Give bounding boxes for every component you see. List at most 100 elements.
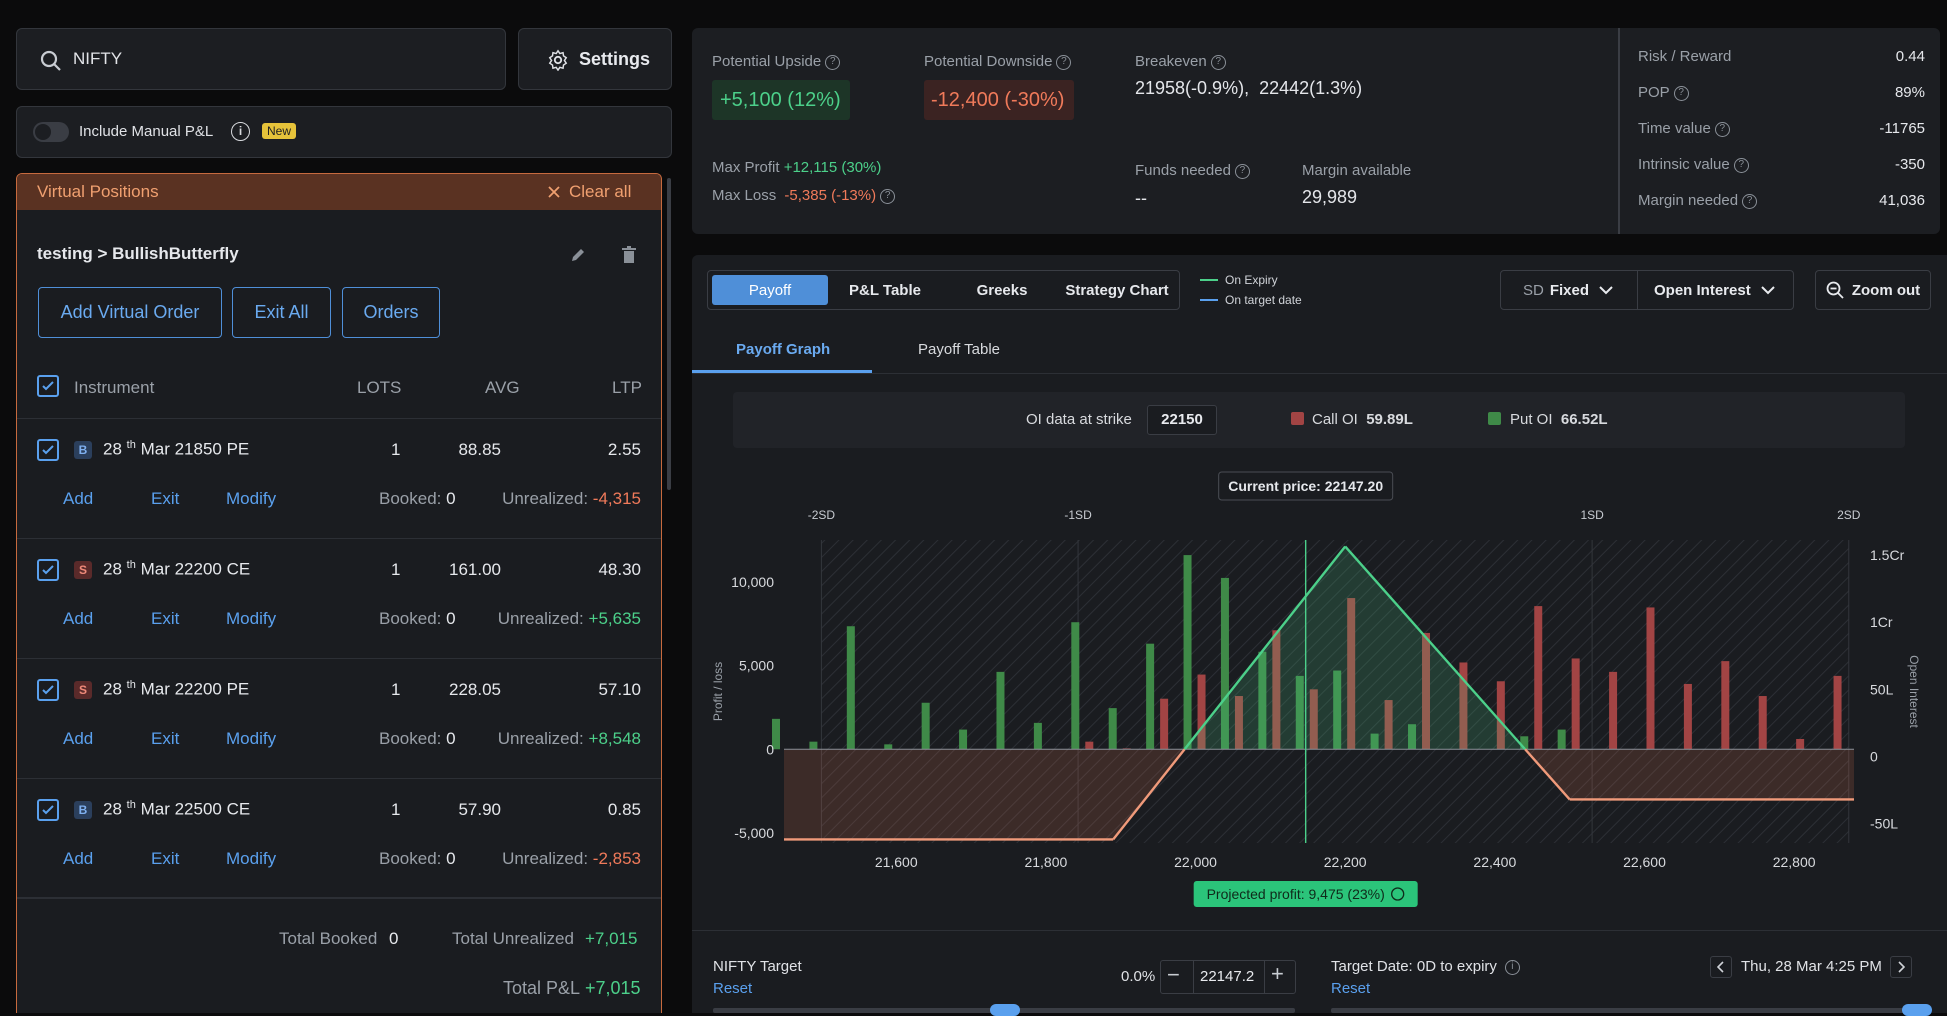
row-checkbox[interactable] [37,799,59,821]
call-oi-bar [1496,681,1505,750]
y2-tick-label: 50L [1870,681,1894,697]
oi-strike-input[interactable]: 22150 [1147,405,1217,435]
side-badge: S [74,681,92,699]
row-modify-button[interactable]: Modify [226,609,277,628]
target-slider-handle[interactable] [990,1004,1020,1016]
call-oi-bar [1272,630,1281,750]
zoom-out-button[interactable]: Zoom out [1815,270,1931,310]
side-badge: B [74,441,92,459]
row-exit-button[interactable]: Exit [151,609,180,628]
target-value-input[interactable]: 22147.2 [1200,968,1255,985]
strategy-name: testing > BullishButterfly [37,244,239,263]
payoff-chart[interactable]: -2SD -1SD 1SD 2SD 21,600 21,800 22,000 22,200 22… [692,460,1947,920]
chevron-down-icon [1760,286,1775,295]
help-icon: ? [1742,193,1758,209]
call-oi-bar [1534,606,1543,750]
row-add-button[interactable]: Add [63,489,94,508]
target-decrement[interactable]: − [1167,962,1180,987]
call-oi-bar [1309,689,1318,750]
info-icon[interactable]: i [231,122,250,141]
target-stepper [1160,960,1296,994]
downside-label: Potential Downside? [924,53,1072,70]
header-lots: LOTS [357,378,402,397]
max-loss-label: Max Loss -5,385 (-13%)? [712,187,896,204]
target-date-reset-link[interactable]: Reset [1331,980,1371,997]
position-row: B 28 th Mar 21850 PE 1 88.85 2.55 Add Exit Modi… [17,419,661,539]
call-oi: Call OI 59.89L [1312,411,1413,428]
header-instrument: Instrument [74,378,155,397]
stat-label: Risk / Reward [1638,48,1732,65]
y-tick-label: 5,000 [739,658,774,674]
avg-value: 88.85 [458,440,501,459]
settings-button[interactable]: Settings [518,28,672,90]
new-badge: New [262,123,297,139]
date-slider[interactable] [1331,1008,1931,1013]
help-icon: ? [1733,157,1749,173]
put-oi: Put OI 66.52L [1510,411,1608,428]
sd-select[interactable]: SD Fixed [1500,270,1638,310]
row-add-button[interactable]: Add [63,849,94,868]
header-avg: AVG [485,378,520,397]
target-increment[interactable]: + [1271,961,1284,986]
upside-value: +5,100 (12%) [720,89,841,111]
exit-all-button[interactable]: Exit All [232,287,331,338]
x-tick-label: 21,800 [1024,854,1067,870]
tab-p-l-table[interactable]: P&L Table [849,281,921,299]
manual-pnl-toggle[interactable] [33,122,69,142]
svg-text:Current price: 22147.20: Current price: 22147.20 [1228,478,1383,494]
tab-strategy-chart[interactable]: Strategy Chart [1065,281,1169,299]
breakeven-value: 21958(-0.9%), 22442(1.3%) [1135,78,1363,98]
max-profit-label: Max Profit +12,115 (30%) [712,159,882,176]
search-input[interactable]: NIFTY [73,49,123,68]
target-reset-link[interactable]: Reset [713,980,753,997]
margin-available-value: 29,989 [1302,187,1358,207]
row-modify-button[interactable]: Modify [226,729,277,748]
date-slider-handle[interactable] [1902,1004,1932,1016]
row-checkbox[interactable] [37,439,59,461]
total-unrealized-label: Total Unrealized [452,929,574,948]
panel-scrollbar[interactable] [667,178,671,490]
row-exit-button[interactable]: Exit [151,729,180,748]
call-oi-bar [1758,696,1767,750]
subtab-payoff-table[interactable]: Payoff Table [918,341,1001,358]
call-oi-bar [1609,671,1618,750]
row-modify-button[interactable]: Modify [226,489,277,508]
downside-value-box [924,80,1074,120]
funds-value: -- [1135,188,1147,208]
expiry-line-loss [1112,748,1186,841]
add-virtual-order-button[interactable]: Add Virtual Order [38,287,222,338]
put-oi-bar [772,718,780,750]
clear-all-button[interactable]: Clear all [547,181,631,203]
sd-label: -1SD [1064,508,1092,522]
manual-pnl-bar: Include Manual P&L i New [16,106,672,158]
call-oi-bar [1833,675,1842,750]
tab-payoff[interactable]: Payoff [712,275,828,305]
row-checkbox[interactable] [37,559,59,581]
select-all-checkbox[interactable] [37,375,59,397]
booked: Booked: 0 [379,489,456,508]
row-exit-button[interactable]: Exit [151,489,180,508]
row-exit-button[interactable]: Exit [151,849,180,868]
edit-icon[interactable] [569,246,587,264]
total-pnl-label: Total P&L [503,978,581,998]
expiry-line-profit [1183,545,1347,750]
date-prev-button[interactable] [1710,956,1732,978]
row-modify-button[interactable]: Modify [226,849,277,868]
row-add-button[interactable]: Add [63,609,94,628]
help-icon: ? [1056,54,1072,70]
date-next-button[interactable] [1890,956,1912,978]
trash-icon[interactable] [621,246,637,264]
put-oi-bar [1557,729,1566,750]
orders-button[interactable]: Orders [342,287,440,338]
y2-tick-label: 1Cr [1870,614,1893,630]
x-tick-label: 22,000 [1174,854,1217,870]
unrealized: Unrealized: +8,548 [497,729,641,748]
put-oi-bar [1520,736,1529,750]
oi-select[interactable]: Open Interest [1637,270,1794,310]
instrument-name: 28 th Mar 22200 CE [103,559,251,579]
row-checkbox[interactable] [37,679,59,701]
row-add-button[interactable]: Add [63,729,94,748]
search-box[interactable]: NIFTY [16,28,506,90]
subtab-payoff-graph[interactable]: Payoff Graph [736,341,831,358]
tab-greeks[interactable]: Greeks [976,281,1028,299]
